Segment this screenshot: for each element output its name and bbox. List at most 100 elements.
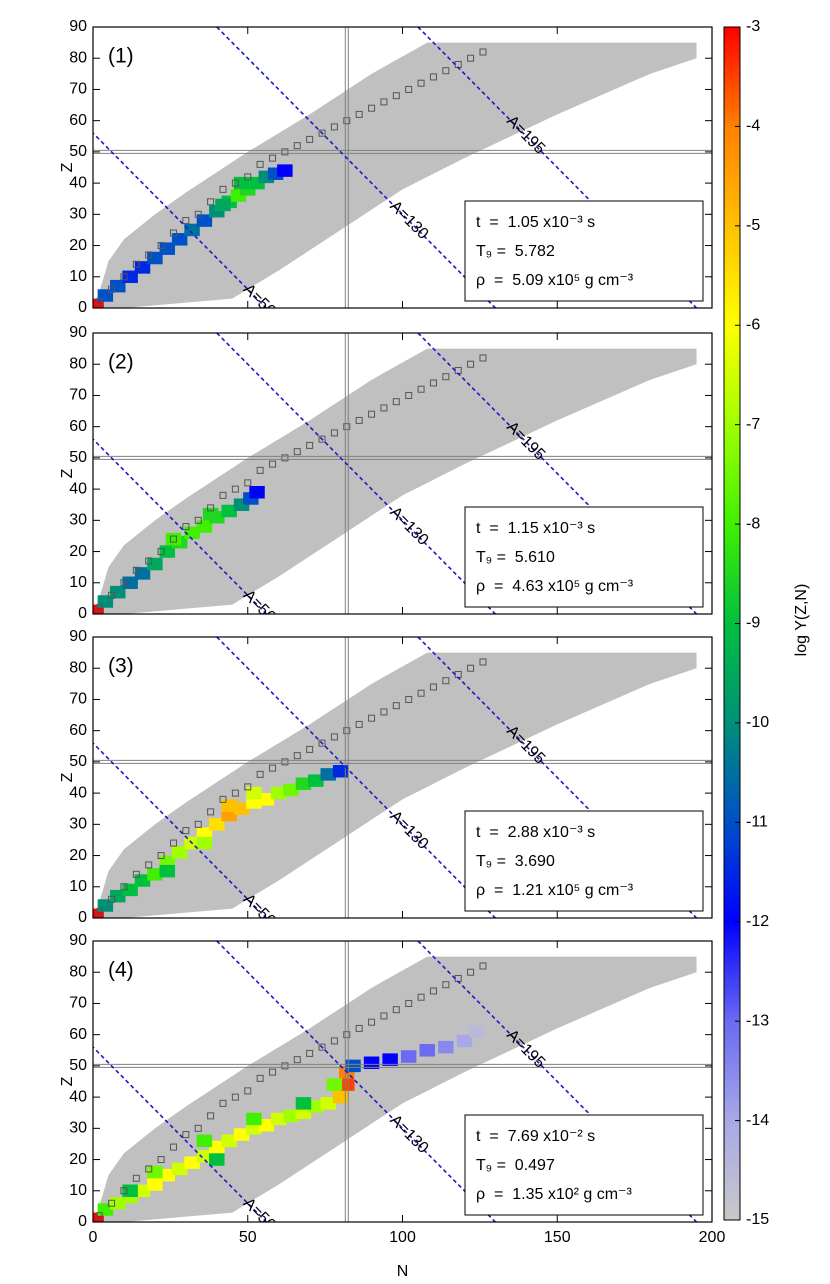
abundance-cell: [93, 908, 104, 918]
stable-nucleus: [355, 1024, 363, 1032]
stable-nucleus: [120, 273, 128, 281]
stable-nucleus: [293, 752, 301, 760]
abundance-cell: [277, 164, 293, 177]
stable-nucleus: [368, 410, 376, 418]
isobar-label: A=130: [386, 198, 431, 243]
stable-nucleus: [318, 435, 326, 443]
stable-nucleus: [207, 504, 215, 512]
stable-nucleus: [244, 173, 252, 181]
stable-nucleus: [306, 135, 314, 143]
abundance-cell: [165, 532, 182, 546]
x-tick-label: 150: [544, 1229, 571, 1246]
stable-nucleus: [380, 98, 388, 106]
abundance-cell: [326, 1078, 343, 1091]
isobar-label: A=56: [240, 891, 279, 930]
stable-nucleus: [169, 839, 177, 847]
abundance-cell: [320, 768, 336, 781]
y-tick-label: 90: [69, 932, 87, 949]
abundance-cell: [233, 1128, 250, 1141]
stable-nucleus: [194, 210, 202, 218]
stable-nucleus: [95, 604, 103, 612]
isobar-label: A=130: [386, 808, 431, 853]
info-text: t = 2.88 x10⁻³ s: [476, 824, 595, 841]
stable-nucleus: [182, 217, 190, 225]
stable-nucleus: [120, 1187, 128, 1195]
stable-nucleus: [318, 129, 326, 137]
stable-nucleus: [269, 1068, 277, 1076]
y-tick-label: 10: [69, 574, 87, 591]
stable-nucleus: [269, 154, 277, 162]
y-tick-label: 90: [69, 18, 87, 35]
y-tick-label: 50: [69, 449, 87, 466]
isobar-line: [216, 941, 496, 1222]
stable-nucleus: [479, 658, 487, 666]
stable-nucleus: [405, 391, 413, 399]
stable-nucleus: [194, 820, 202, 828]
network-region: [93, 42, 697, 308]
stable-nucleus: [145, 1165, 153, 1173]
stable-nucleus: [380, 708, 388, 716]
stable-nucleus: [194, 1124, 202, 1132]
abundance-cell: [202, 507, 219, 521]
y-tick-label: 50: [69, 143, 87, 160]
stable-nucleus: [182, 523, 190, 531]
stable-nucleus: [219, 795, 227, 803]
y-tick-label: 30: [69, 1120, 87, 1137]
abundance-cell: [184, 223, 200, 237]
stable-nucleus: [293, 1056, 301, 1064]
abundance-cell: [110, 279, 126, 293]
abundance-cell: [110, 889, 126, 903]
stable-nucleus: [169, 535, 177, 543]
stable-nucleus: [120, 883, 128, 891]
stable-nucleus: [479, 962, 487, 970]
stable-nucleus: [405, 999, 413, 1007]
abundance-cell: [93, 1212, 104, 1222]
isobar-label: A=56: [240, 587, 279, 626]
stable-nucleus: [306, 745, 314, 753]
stable-nucleus: [231, 789, 239, 797]
stable-nucleus: [244, 1087, 252, 1095]
y-axis-title: Z: [59, 162, 76, 172]
stable-nucleus: [355, 416, 363, 424]
abundance-cell: [221, 808, 237, 822]
colorbar-title: log Y(Z,N): [793, 584, 810, 657]
isobar-label: A=130: [386, 504, 431, 549]
abundance-cell: [246, 786, 262, 800]
stable-nucleus: [95, 908, 103, 916]
info-text: T₉ = 5.782: [476, 243, 555, 260]
y-tick-label: 40: [69, 784, 87, 801]
abundance-cell: [134, 261, 151, 274]
y-tick-label: 20: [69, 1151, 87, 1168]
stable-nucleus: [207, 1112, 215, 1120]
abundance-cell: [400, 1050, 417, 1063]
stable-nucleus: [219, 1099, 227, 1107]
panel-label: (2): [108, 351, 134, 374]
y-axis-title: Z: [59, 468, 76, 478]
info-text: ρ = 5.09 x10⁵ g cm⁻³: [476, 272, 634, 289]
info-text: ρ = 4.63 x10⁵ g cm⁻³: [476, 578, 634, 595]
y-tick-label: 60: [69, 722, 87, 739]
y-axis-title: Z: [59, 1076, 76, 1086]
panel-label: (3): [108, 655, 134, 678]
colorbar-tick-label: -10: [746, 714, 769, 731]
y-tick-label: 10: [69, 878, 87, 895]
stable-nucleus: [132, 1174, 140, 1182]
panel-label: (4): [108, 959, 134, 982]
info-text: ρ = 1.21 x10⁵ g cm⁻³: [476, 882, 634, 899]
abundance-cell: [419, 1044, 435, 1057]
abundance-cell: [122, 883, 138, 897]
stable-nucleus: [392, 398, 400, 406]
colorbar-tick-label: -9: [746, 615, 760, 632]
stable-nucleus: [429, 987, 437, 995]
stable-nucleus: [293, 142, 301, 150]
stable-nucleus: [417, 79, 425, 87]
stable-nucleus: [281, 758, 289, 766]
y-tick-label: 70: [69, 81, 87, 98]
abundance-cell: [363, 1056, 380, 1070]
isobar-line: [93, 438, 267, 614]
stable-nucleus: [269, 764, 277, 772]
x-tick-label: 0: [89, 1229, 98, 1246]
stable-nucleus: [231, 485, 239, 493]
stable-nucleus: [343, 1031, 351, 1039]
y-tick-label: 70: [69, 691, 87, 708]
